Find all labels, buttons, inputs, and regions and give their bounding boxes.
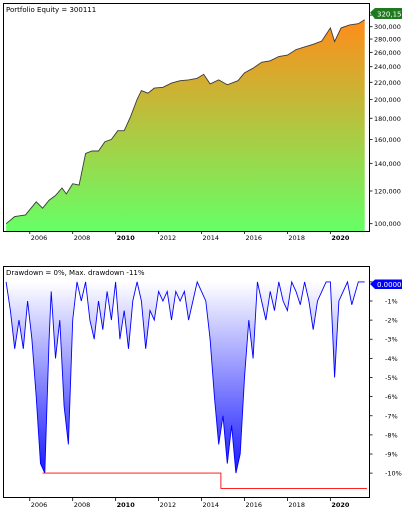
drawdown-y-tick-label: -6% <box>385 393 398 401</box>
equity-x-tick-label: 2012 <box>160 234 177 242</box>
equity-x-tick-label: 2010 <box>117 234 136 242</box>
drawdown-x-tick-label: 2012 <box>160 501 177 509</box>
drawdown-y-tick-label: -7% <box>385 412 398 420</box>
equity-y-tick-label: 240,000 <box>374 63 401 71</box>
equity-x-tick-label: 2020 <box>331 234 350 242</box>
drawdown-line <box>5 280 365 474</box>
max-drawdown-line <box>42 472 367 489</box>
drawdown-panel: Drawdown = 0%, Max. drawdown -11% -1% -2%… <box>3 266 406 509</box>
drawdown-last-value: 0.00000 <box>377 281 406 289</box>
drawdown-y-tick-label: -5% <box>385 374 398 382</box>
equity-y-tick-label: 300,000 <box>374 23 401 31</box>
equity-area <box>6 19 365 231</box>
drawdown-x-tick-label: 2020 <box>331 501 350 509</box>
drawdown-y-tick-label: -10% <box>385 470 402 478</box>
equity-x-tick-label: 2016 <box>245 234 262 242</box>
equity-last-value-badge: 320,151 <box>370 8 406 19</box>
equity-y-tick-label: 260,000 <box>374 49 401 57</box>
equity-y-tick-label: 200,000 <box>374 96 401 104</box>
equity-last-value: 320,151 <box>377 11 406 19</box>
drawdown-y-tick-label: -3% <box>385 336 398 344</box>
drawdown-x-tick-label: 2010 <box>117 501 136 509</box>
equity-y-tick-label: 160,000 <box>374 136 401 144</box>
equity-title: Portfolio Equity = 300111 <box>6 6 96 14</box>
drawdown-x-tick-label: 2018 <box>288 501 305 509</box>
drawdown-x-tick-label: 2006 <box>31 501 48 509</box>
equity-y-tick-label: 280,000 <box>374 36 401 44</box>
equity-y-tick-label: 140,000 <box>374 160 401 168</box>
drawdown-x-axis: 2006 2008 2010 2012 2014 2016 2018 2020 <box>29 498 350 509</box>
drawdown-title: Drawdown = 0%, Max. drawdown -11% <box>6 269 145 277</box>
equity-panel: Portfolio Equity = 300111 320,000300,000… <box>3 3 406 242</box>
equity-y-tick-label: 180,000 <box>374 115 401 123</box>
equity-x-tick-label: 2014 <box>203 234 220 242</box>
equity-y-axis: 320,000300,000280,000260,000240,000220,0… <box>369 12 401 228</box>
drawdown-y-tick-label: -9% <box>385 451 398 459</box>
equity-y-tick-label: 120,000 <box>374 187 401 195</box>
equity-x-tick-label: 2006 <box>31 234 48 242</box>
drawdown-y-tick-label: -2% <box>385 317 398 325</box>
drawdown-last-value-badge: 0.00000 <box>370 279 406 289</box>
equity-x-tick-label: 2018 <box>288 234 305 242</box>
equity-y-tick-label: 220,000 <box>374 79 401 87</box>
drawdown-x-tick-label: 2008 <box>74 501 91 509</box>
equity-x-axis: 2006 2008 2010 2012 2014 2016 2018 2020 <box>29 231 350 242</box>
equity-line <box>5 19 365 225</box>
equity-x-tick-label: 2008 <box>74 234 91 242</box>
drawdown-y-tick-label: -8% <box>385 431 398 439</box>
drawdown-y-axis: -1% -2% -3% -4% -5% -6% -7% -8% -9% -10% <box>369 281 402 478</box>
drawdown-x-tick-label: 2014 <box>203 501 220 509</box>
drawdown-area <box>6 281 365 474</box>
drawdown-y-tick-label: -4% <box>385 355 398 363</box>
drawdown-y-tick-label: -1% <box>385 297 398 305</box>
equity-y-tick-label: 100,000 <box>374 220 401 228</box>
drawdown-x-tick-label: 2016 <box>245 501 262 509</box>
